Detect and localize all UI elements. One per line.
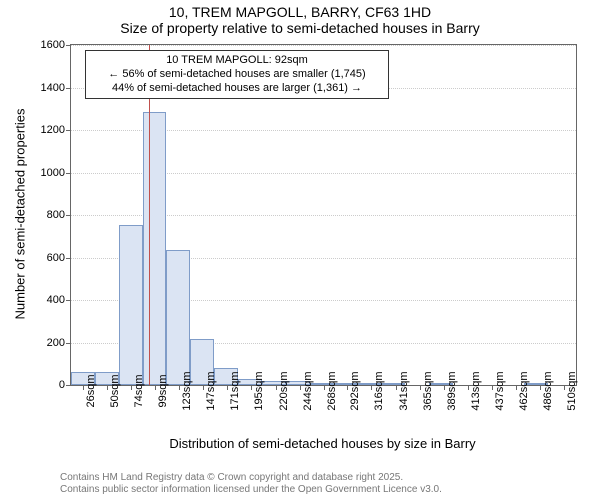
x-tick-label: 50sqm [107, 374, 121, 407]
y-tick-mark [66, 385, 71, 386]
x-axis-title: Distribution of semi-detached houses by … [70, 436, 575, 451]
x-tick-label: 244sqm [300, 371, 314, 410]
y-tick-label: 0 [59, 379, 65, 391]
y-tick-mark [66, 88, 71, 89]
y-tick-mark [66, 300, 71, 301]
histogram-bar [119, 225, 143, 385]
x-tick-label: 510sqm [564, 371, 578, 410]
y-tick-label: 600 [47, 252, 65, 264]
x-tick-label: 171sqm [227, 371, 241, 410]
y-tick-mark [66, 215, 71, 216]
annotation-box: 10 TREM MAPGOLL: 92sqm← 56% of semi-deta… [85, 50, 389, 99]
y-tick-mark [66, 173, 71, 174]
y-tick-mark [66, 130, 71, 131]
title-line-2: Size of property relative to semi-detach… [0, 20, 600, 36]
y-tick-mark [66, 258, 71, 259]
y-tick-label: 400 [47, 294, 65, 306]
histogram-bar [143, 112, 167, 385]
x-tick-label: 26sqm [83, 374, 97, 407]
x-tick-label: 341sqm [396, 371, 410, 410]
footer-line-2: Contains public sector information licen… [60, 484, 442, 496]
x-tick-label: 268sqm [324, 371, 338, 410]
attribution-footer: Contains HM Land Registry data © Crown c… [60, 472, 442, 496]
y-tick-label: 1400 [41, 82, 65, 94]
y-axis-title: Number of semi-detached properties [13, 109, 28, 320]
x-tick-label: 413sqm [468, 371, 482, 410]
x-tick-label: 462sqm [516, 371, 530, 410]
annotation-line-3: 44% of semi-detached houses are larger (… [92, 82, 382, 96]
title-line-1: 10, TREM MAPGOLL, BARRY, CF63 1HD [0, 4, 600, 20]
x-tick-label: 437sqm [492, 371, 506, 410]
x-tick-label: 99sqm [155, 374, 169, 407]
x-tick-label: 123sqm [179, 371, 193, 410]
y-tick-label: 1000 [41, 167, 65, 179]
footer-line-1: Contains HM Land Registry data © Crown c… [60, 472, 442, 484]
x-tick-label: 292sqm [347, 371, 361, 410]
annotation-line-2: ← 56% of semi-detached houses are smalle… [92, 68, 382, 82]
gridline [71, 45, 576, 46]
y-tick-label: 1200 [41, 124, 65, 136]
histogram-bar [166, 250, 190, 385]
annotation-line-1: 10 TREM MAPGOLL: 92sqm [92, 54, 382, 68]
x-tick-label: 195sqm [251, 371, 265, 410]
y-tick-label: 1600 [41, 39, 65, 51]
x-tick-label: 365sqm [420, 371, 434, 410]
x-tick-label: 316sqm [371, 371, 385, 410]
x-tick-label: 220sqm [276, 371, 290, 410]
x-tick-label: 486sqm [540, 371, 554, 410]
y-tick-label: 800 [47, 209, 65, 221]
x-tick-label: 389sqm [444, 371, 458, 410]
x-tick-label: 147sqm [203, 371, 217, 410]
y-tick-mark [66, 343, 71, 344]
y-tick-label: 200 [47, 337, 65, 349]
chart-title: 10, TREM MAPGOLL, BARRY, CF63 1HD Size o… [0, 0, 600, 36]
x-tick-label: 74sqm [131, 374, 145, 407]
y-tick-mark [66, 45, 71, 46]
